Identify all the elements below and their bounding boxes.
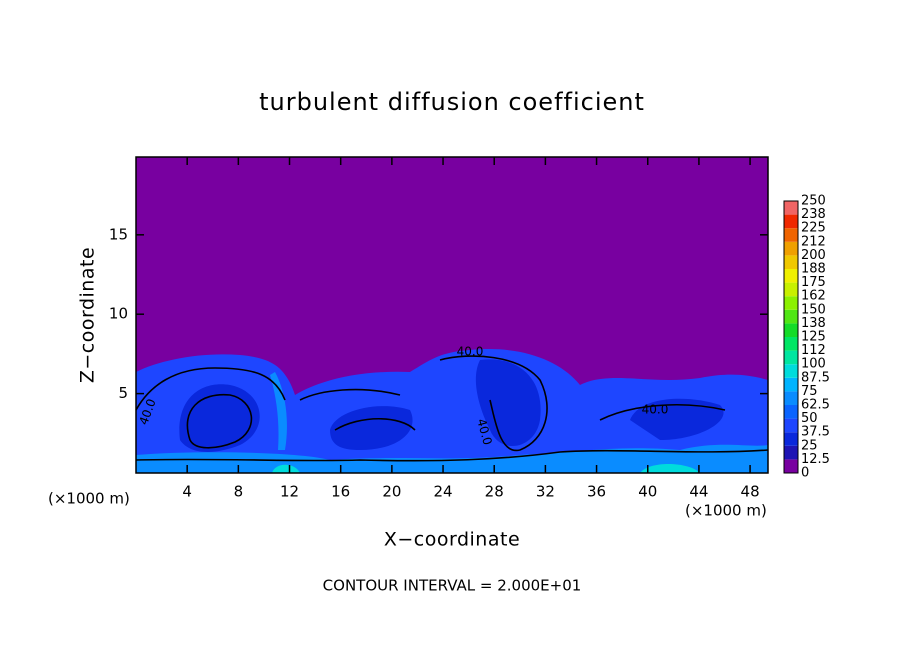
colorbar-band (784, 282, 798, 297)
colorbar-band (784, 228, 798, 242)
field-region (136, 349, 768, 473)
colorbar-label: 37.5 (801, 425, 830, 440)
colorbar-band (784, 323, 798, 337)
contour-line (135, 355, 769, 462)
colorbar-frame (783, 200, 799, 474)
colorbar-band (784, 377, 798, 392)
colorbar-band (784, 391, 798, 405)
colorbar-label: 212 (801, 234, 826, 249)
y-tick-label: 10 (109, 305, 128, 323)
colorbar-label: 188 (801, 262, 826, 277)
field (135, 157, 769, 473)
colorbar-band (784, 337, 798, 351)
chart-title: turbulent diffusion coefficient (259, 88, 645, 116)
x-tick-label: 32 (536, 483, 555, 501)
x-unit-label: (×1000 m) (685, 502, 767, 520)
x-tick-label: 16 (331, 483, 350, 501)
colorbar-band (784, 432, 798, 446)
x-tick-label: 36 (587, 483, 606, 501)
y-tick-label: 15 (109, 225, 128, 243)
colorbar-label: 100 (801, 357, 826, 372)
plot-frame (135, 156, 769, 474)
colorbar-label: 0 (801, 466, 809, 481)
colorbar-label: 250 (801, 194, 826, 209)
field-peak (272, 463, 700, 473)
x-tick-label: 8 (234, 483, 244, 501)
colorbar-band (784, 445, 798, 460)
x-tick-label: 40 (638, 483, 657, 501)
x-tick-label: 4 (182, 483, 192, 501)
colorbar-label: 125 (801, 330, 826, 345)
colorbar-label: 87.5 (801, 370, 830, 385)
colorbar-band (784, 418, 798, 433)
y-tick-label: 5 (118, 384, 128, 402)
colorbar-label: 175 (801, 275, 826, 290)
field-band (136, 372, 768, 473)
colorbar-band (784, 459, 798, 473)
colorbar-band (784, 201, 798, 215)
colorbar-band (784, 309, 798, 324)
x-axis-label: X−coordinate (384, 529, 520, 551)
x-tick-label: 48 (741, 483, 760, 501)
colorbar-band (784, 296, 798, 310)
x-tick-label: 20 (382, 483, 401, 501)
colorbar-band (784, 214, 798, 229)
colorbar-label: 225 (801, 221, 826, 236)
colorbar-band (784, 269, 798, 283)
colorbar-label: 200 (801, 248, 826, 263)
x-tick-label: 12 (280, 483, 299, 501)
x-unit-label: (×1000 m) (48, 490, 130, 508)
x-tick-label: 24 (433, 483, 452, 501)
colorbar-band (784, 255, 798, 269)
x-tick-label: 28 (485, 483, 504, 501)
colorbar-label: 112 (801, 343, 826, 358)
y-axis-label: Z−coordinate (77, 247, 99, 383)
colorbar-label: 138 (801, 316, 826, 331)
colorbar-label: 62.5 (801, 398, 830, 413)
x-tick-label: 44 (689, 483, 708, 501)
colorbar-label: 50 (801, 411, 818, 426)
colorbar-label: 162 (801, 289, 826, 304)
colorbar-band (784, 241, 798, 256)
colorbar-label: 12.5 (801, 452, 830, 467)
colorbar-band (784, 350, 798, 365)
contour-label: 40.0 (474, 417, 494, 446)
colorbar-label: 75 (801, 384, 818, 399)
colorbar-band (784, 364, 798, 378)
colorbar-label: 238 (801, 207, 826, 222)
footnote: CONTOUR INTERVAL = 2.000E+01 (323, 577, 582, 595)
colorbar-band (784, 405, 798, 419)
contour-label: 40.0 (642, 403, 669, 417)
contour-label: 40.0 (457, 345, 484, 359)
colorbar-label: 150 (801, 302, 826, 317)
colorbar-label: 25 (801, 438, 818, 453)
